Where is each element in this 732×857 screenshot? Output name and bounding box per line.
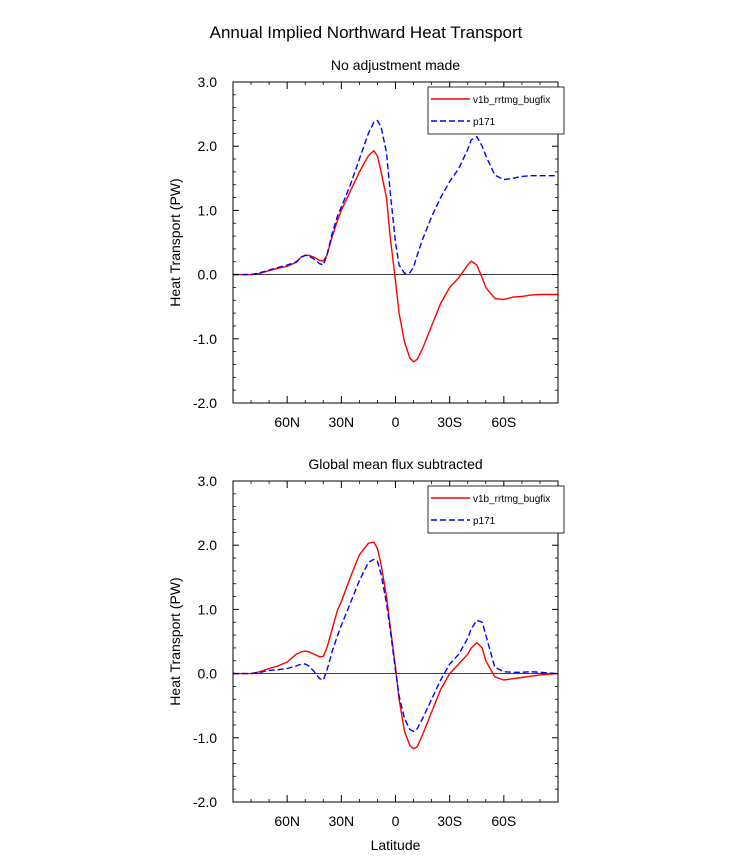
x-tick-label: 0 (392, 813, 400, 829)
series-line-v1b-rrtmg-bugfix (233, 149, 558, 363)
y-tick-label: -2.0 (193, 395, 217, 411)
y-tick-label: -1.0 (193, 730, 217, 746)
series-line-p171 (233, 558, 559, 733)
series-line-p171 (233, 119, 558, 276)
x-tick-label: 0 (392, 414, 400, 430)
y-tick-label: -1.0 (193, 331, 217, 347)
x-axis-label: Latitude (371, 837, 421, 853)
y-tick-label: -2.0 (193, 794, 217, 810)
legend-label-p171: p171 (473, 117, 496, 128)
x-tick-label: 30N (328, 813, 354, 829)
chart-title: No adjustment made (331, 57, 460, 73)
chart-panel-no-adjustment: No adjustment made 3.0 2.0 1.0 0.0 -1.0 -2.0 60… (167, 57, 565, 430)
legend-box (427, 485, 565, 534)
x-tick-label: 30S (437, 414, 462, 430)
legend-label-v1b-rrtmg-bugfix: v1b_rrtmg_bugfix (473, 494, 550, 505)
figure-title: Annual Implied Northward Heat Transport (210, 23, 523, 42)
y-tick-label: 3.0 (198, 74, 218, 90)
chart-title: Global mean flux subtracted (308, 456, 482, 472)
chart-panel-global-mean-subtracted: Global mean flux subtracted 3.0 2.0 1.0 0.0 -… (167, 456, 565, 853)
series-line-v1b-rrtmg-bugfix (233, 541, 559, 750)
y-tick-label: 1.0 (198, 601, 218, 617)
legend-box (427, 86, 565, 135)
legend-label-p171: p171 (473, 516, 496, 527)
y-tick-label: 2.0 (198, 537, 218, 553)
x-tick-label: 60N (274, 414, 300, 430)
legend: v1b_rrtmg_bugfix p171 (427, 485, 565, 534)
x-tick-label: 60S (491, 813, 516, 829)
y-axis-label: Heat Transport (PW) (167, 577, 183, 705)
y-axis-label: Heat Transport (PW) (167, 178, 183, 306)
legend: v1b_rrtmg_bugfix p171 (427, 86, 565, 135)
x-tick-label: 60N (274, 813, 300, 829)
x-tick-label: 60S (491, 414, 516, 430)
y-tick-label: 1.0 (198, 202, 218, 218)
y-tick-label: 3.0 (198, 473, 218, 489)
y-tick-label: 2.0 (198, 138, 218, 154)
legend-label-v1b-rrtmg-bugfix: v1b_rrtmg_bugfix (473, 95, 550, 106)
x-tick-label: 30N (328, 414, 354, 430)
y-tick-label: 0.0 (198, 666, 218, 682)
y-tick-label: 0.0 (198, 267, 218, 283)
x-tick-label: 30S (437, 813, 462, 829)
